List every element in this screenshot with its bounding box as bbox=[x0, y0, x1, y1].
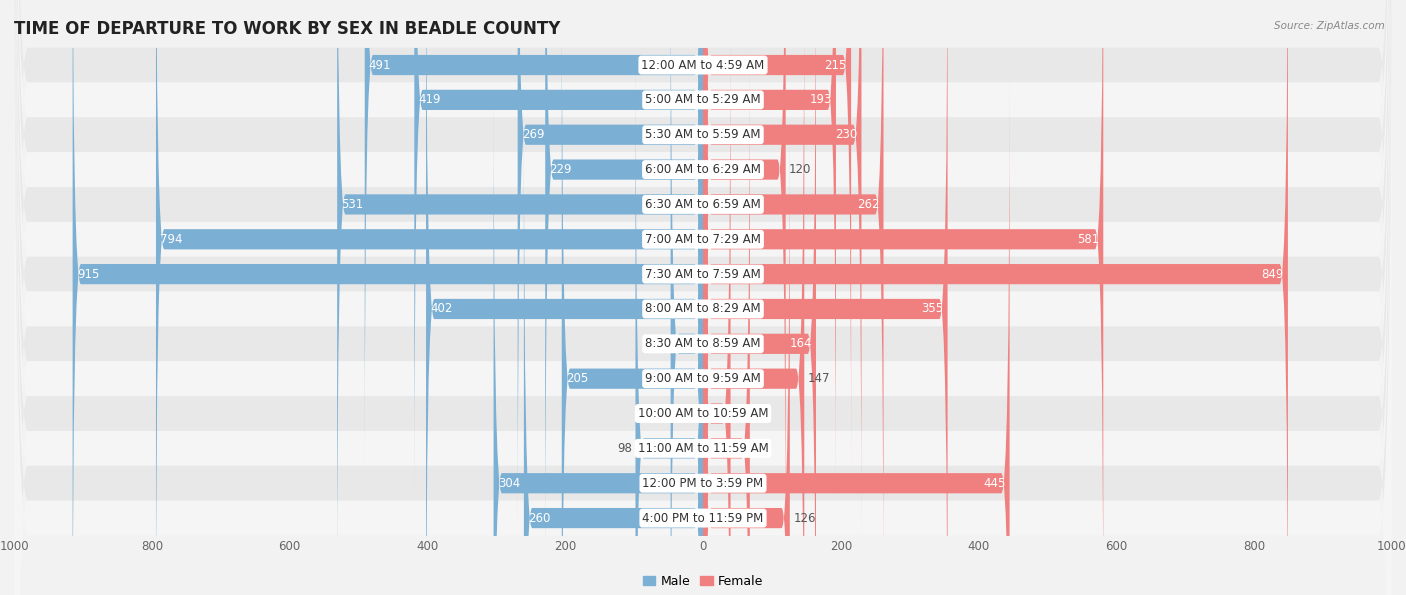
Text: 147: 147 bbox=[807, 372, 830, 385]
Text: 205: 205 bbox=[565, 372, 588, 385]
FancyBboxPatch shape bbox=[14, 0, 1392, 595]
Text: 531: 531 bbox=[342, 198, 364, 211]
Text: TIME OF DEPARTURE TO WORK BY SEX IN BEADLE COUNTY: TIME OF DEPARTURE TO WORK BY SEX IN BEAD… bbox=[14, 20, 561, 37]
Text: 120: 120 bbox=[789, 163, 811, 176]
FancyBboxPatch shape bbox=[14, 0, 1392, 595]
FancyBboxPatch shape bbox=[14, 0, 1392, 595]
FancyBboxPatch shape bbox=[14, 0, 1392, 595]
FancyBboxPatch shape bbox=[426, 0, 703, 595]
FancyBboxPatch shape bbox=[703, 75, 1010, 595]
Text: 260: 260 bbox=[529, 512, 550, 525]
FancyBboxPatch shape bbox=[524, 110, 703, 595]
FancyBboxPatch shape bbox=[703, 0, 1288, 595]
FancyBboxPatch shape bbox=[73, 0, 703, 595]
Text: 126: 126 bbox=[793, 512, 815, 525]
FancyBboxPatch shape bbox=[703, 0, 815, 595]
FancyBboxPatch shape bbox=[14, 0, 1392, 595]
Text: 230: 230 bbox=[835, 129, 858, 141]
Text: 12:00 AM to 4:59 AM: 12:00 AM to 4:59 AM bbox=[641, 58, 765, 71]
FancyBboxPatch shape bbox=[364, 0, 703, 473]
FancyBboxPatch shape bbox=[517, 0, 703, 543]
Text: 8:00 AM to 8:29 AM: 8:00 AM to 8:29 AM bbox=[645, 302, 761, 315]
Legend: Male, Female: Male, Female bbox=[638, 569, 768, 593]
FancyBboxPatch shape bbox=[14, 0, 1392, 595]
FancyBboxPatch shape bbox=[337, 0, 703, 595]
Text: 47: 47 bbox=[652, 337, 668, 350]
FancyBboxPatch shape bbox=[703, 0, 862, 543]
Text: 491: 491 bbox=[368, 58, 391, 71]
Text: 12:00 PM to 3:59 PM: 12:00 PM to 3:59 PM bbox=[643, 477, 763, 490]
FancyBboxPatch shape bbox=[703, 0, 883, 595]
Text: 6:30 AM to 6:59 AM: 6:30 AM to 6:59 AM bbox=[645, 198, 761, 211]
Text: 11:00 AM to 11:59 AM: 11:00 AM to 11:59 AM bbox=[638, 442, 768, 455]
FancyBboxPatch shape bbox=[703, 0, 786, 578]
FancyBboxPatch shape bbox=[14, 0, 1392, 595]
Text: 915: 915 bbox=[77, 268, 100, 281]
FancyBboxPatch shape bbox=[156, 0, 703, 595]
Text: 794: 794 bbox=[160, 233, 183, 246]
Text: 581: 581 bbox=[1077, 233, 1099, 246]
FancyBboxPatch shape bbox=[14, 0, 1392, 595]
Text: 269: 269 bbox=[522, 129, 544, 141]
FancyBboxPatch shape bbox=[14, 0, 1392, 595]
FancyBboxPatch shape bbox=[14, 0, 1392, 595]
Text: 5:30 AM to 5:59 AM: 5:30 AM to 5:59 AM bbox=[645, 129, 761, 141]
FancyBboxPatch shape bbox=[415, 0, 703, 508]
FancyBboxPatch shape bbox=[703, 0, 804, 595]
Text: 6:00 AM to 6:29 AM: 6:00 AM to 6:29 AM bbox=[645, 163, 761, 176]
Text: 7:00 AM to 7:29 AM: 7:00 AM to 7:29 AM bbox=[645, 233, 761, 246]
FancyBboxPatch shape bbox=[14, 0, 1392, 595]
Text: 445: 445 bbox=[983, 477, 1005, 490]
Text: 9:00 AM to 9:59 AM: 9:00 AM to 9:59 AM bbox=[645, 372, 761, 385]
Text: 355: 355 bbox=[921, 302, 943, 315]
Text: 4:00 PM to 11:59 PM: 4:00 PM to 11:59 PM bbox=[643, 512, 763, 525]
FancyBboxPatch shape bbox=[14, 0, 1392, 595]
FancyBboxPatch shape bbox=[703, 5, 731, 595]
Text: 402: 402 bbox=[430, 302, 453, 315]
Text: 68: 68 bbox=[754, 442, 768, 455]
Text: 7:30 AM to 7:59 AM: 7:30 AM to 7:59 AM bbox=[645, 268, 761, 281]
FancyBboxPatch shape bbox=[14, 0, 1392, 595]
FancyBboxPatch shape bbox=[14, 0, 1392, 595]
Text: 164: 164 bbox=[789, 337, 811, 350]
FancyBboxPatch shape bbox=[703, 0, 851, 473]
FancyBboxPatch shape bbox=[703, 0, 1104, 595]
FancyBboxPatch shape bbox=[703, 40, 749, 595]
Text: 40: 40 bbox=[734, 407, 749, 420]
Text: 849: 849 bbox=[1261, 268, 1284, 281]
Text: 262: 262 bbox=[856, 198, 879, 211]
Text: 10:00 AM to 10:59 AM: 10:00 AM to 10:59 AM bbox=[638, 407, 768, 420]
Text: 0: 0 bbox=[692, 407, 700, 420]
Text: 8:30 AM to 8:59 AM: 8:30 AM to 8:59 AM bbox=[645, 337, 761, 350]
FancyBboxPatch shape bbox=[494, 75, 703, 595]
FancyBboxPatch shape bbox=[671, 0, 703, 595]
FancyBboxPatch shape bbox=[703, 0, 837, 508]
Text: 215: 215 bbox=[824, 58, 846, 71]
Text: 304: 304 bbox=[498, 477, 520, 490]
Text: 229: 229 bbox=[550, 163, 572, 176]
Text: Source: ZipAtlas.com: Source: ZipAtlas.com bbox=[1274, 21, 1385, 31]
Text: 419: 419 bbox=[419, 93, 441, 107]
FancyBboxPatch shape bbox=[636, 40, 703, 595]
FancyBboxPatch shape bbox=[703, 110, 790, 595]
FancyBboxPatch shape bbox=[703, 0, 948, 595]
Text: 98: 98 bbox=[617, 442, 633, 455]
FancyBboxPatch shape bbox=[546, 0, 703, 578]
FancyBboxPatch shape bbox=[562, 0, 703, 595]
Text: 5:00 AM to 5:29 AM: 5:00 AM to 5:29 AM bbox=[645, 93, 761, 107]
Text: 193: 193 bbox=[810, 93, 832, 107]
